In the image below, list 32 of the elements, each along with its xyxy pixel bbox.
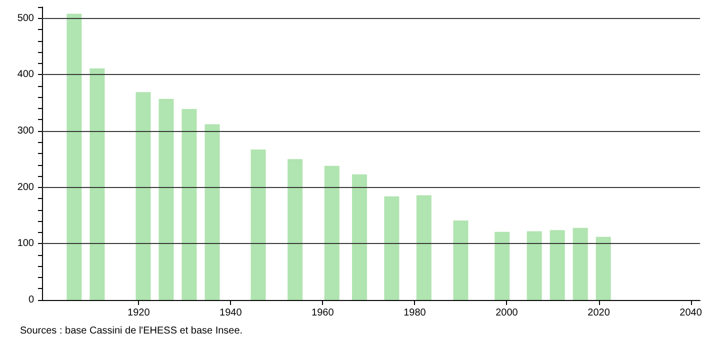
- y-tick-label: 100: [17, 238, 34, 250]
- x-tick-label: 1940: [220, 308, 242, 318]
- x-tick-label: 1980: [404, 308, 426, 318]
- bar: [158, 98, 174, 300]
- x-tick-label: 2020: [588, 308, 610, 318]
- bar: [204, 124, 220, 300]
- bar: [453, 220, 468, 300]
- bar: [66, 14, 82, 300]
- bar: [182, 108, 197, 300]
- bar: [384, 196, 400, 300]
- bar: [572, 228, 588, 300]
- y-tick-label: 200: [17, 182, 34, 193]
- x-tick-label: 1920: [128, 308, 150, 318]
- bar: [526, 231, 542, 300]
- bar: [494, 232, 510, 300]
- x-tick-label: 2040: [680, 308, 702, 318]
- bar: [416, 195, 432, 300]
- source-note: Sources : base Cassini de l'EHESS et base Insee.: [20, 326, 243, 336]
- bar: [550, 230, 565, 300]
- y-tick-label: 300: [17, 125, 34, 136]
- bar: [596, 236, 611, 300]
- bar: [288, 159, 303, 300]
- y-tick-label: 500: [17, 12, 34, 24]
- bar: [90, 68, 105, 300]
- bar: [352, 174, 367, 300]
- y-tick-label: 400: [17, 69, 34, 80]
- x-tick-label: 1960: [312, 308, 334, 318]
- bar: [324, 166, 340, 300]
- bar: [136, 92, 151, 300]
- x-tick-label: 2000: [496, 308, 518, 318]
- y-tick-label: 0: [28, 294, 34, 306]
- bar: [250, 150, 266, 300]
